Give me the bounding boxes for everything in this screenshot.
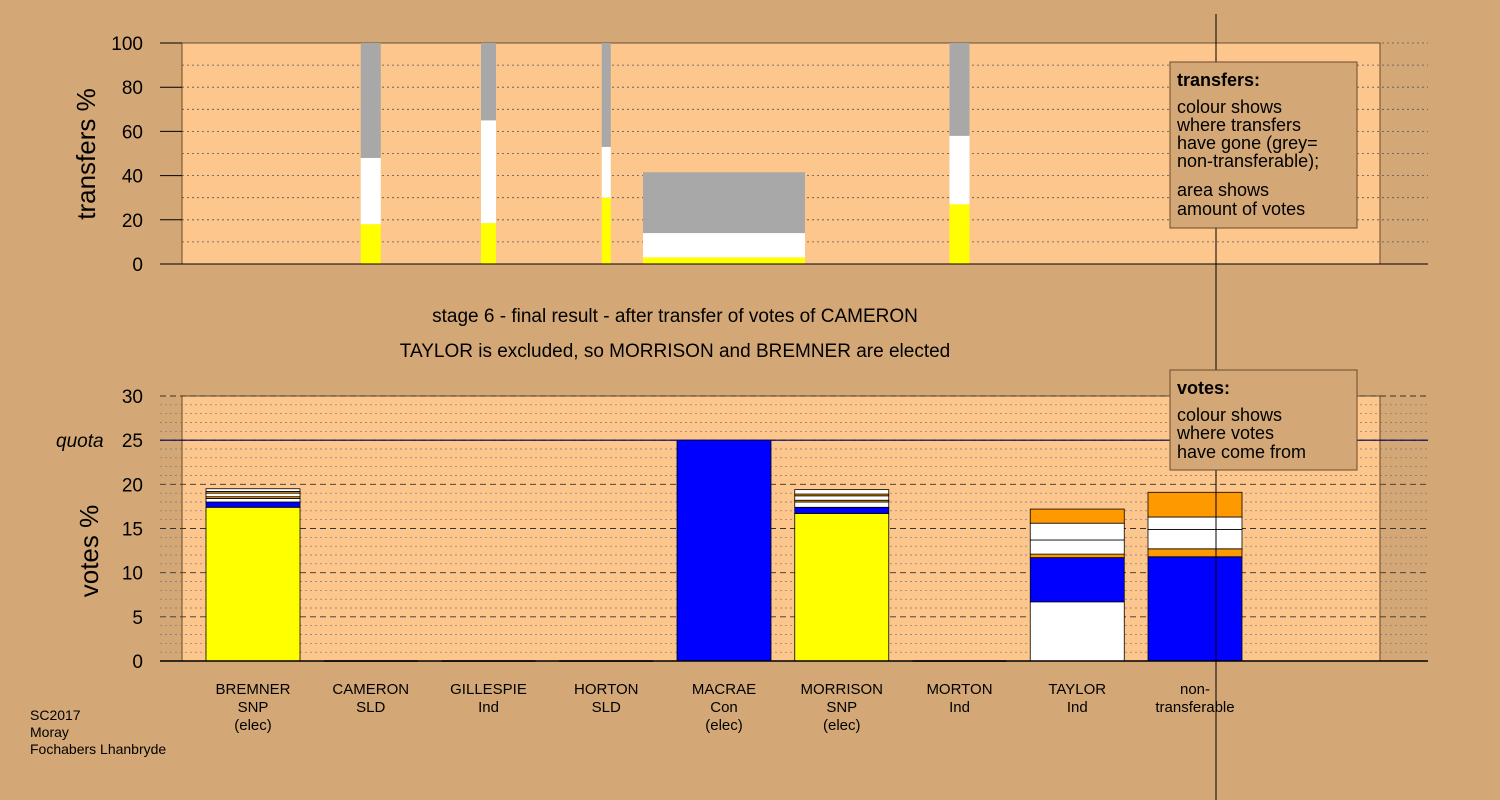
vote-segment-white (205, 492, 301, 498)
transfer-segment-white (949, 135, 970, 205)
votes-axis-title: votes % (74, 505, 104, 598)
transfer-segment-white (481, 120, 496, 224)
vote-segment-blue (1029, 557, 1125, 603)
candidate-label: SNP (238, 699, 269, 716)
transfer-segment-white (601, 146, 611, 198)
candidate-label: Ind (1067, 699, 1088, 716)
vote-segment-yellow (794, 513, 890, 662)
transfers-legend-line: area shows (1177, 180, 1269, 200)
y-tick-label: 0 (132, 255, 143, 276)
candidate-label: SLD (592, 699, 621, 716)
candidate-label: Ind (478, 699, 499, 716)
y-tick-label: 0 (132, 652, 143, 673)
vote-segment-white (1147, 528, 1243, 550)
vote-segment-blue (205, 501, 301, 508)
votes-legend-line: have come from (1177, 442, 1306, 462)
votes-legend-title: votes: (1177, 378, 1230, 398)
footer-election: SC2017 (30, 707, 81, 723)
vote-segment-blue (676, 439, 772, 662)
vote-segment-white (1029, 539, 1125, 555)
candidate-label: HORTON (574, 681, 638, 698)
transfer-segment-yellow (481, 223, 496, 264)
candidate-label: GILLESPIE (450, 681, 527, 698)
votes-legend: votes: colour shows where votes have com… (1169, 369, 1358, 471)
transfer-segment-yellow (601, 197, 611, 264)
footer-council: Moray (30, 724, 69, 740)
vote-segment-orange (1029, 553, 1125, 559)
vote-segment-white (205, 498, 301, 503)
candidate-label: CAMERON (332, 681, 409, 698)
result-heading: TAYLOR is excluded, so MORRISON and BREM… (400, 341, 951, 362)
y-tick-label: 5 (132, 608, 143, 629)
vote-segment-blue (1147, 556, 1243, 662)
y-tick-label: 20 (122, 211, 143, 232)
y-tick-label: 40 (122, 167, 143, 188)
candidate-label: Con (710, 699, 738, 716)
y-tick-label: 60 (122, 122, 143, 143)
y-tick-label: 20 (122, 475, 143, 496)
transfers-legend-line: where transfers (1176, 115, 1301, 135)
candidate-label: MORTON (926, 681, 992, 698)
y-tick-label: 10 (122, 564, 143, 585)
candidate-label: (elec) (705, 717, 743, 734)
y-tick-label: 100 (111, 34, 143, 55)
vote-segment-blue (794, 506, 890, 514)
stage-heading: stage 6 - final result - after transfer … (432, 306, 918, 327)
candidate-label: TAYLOR (1048, 681, 1106, 698)
transfers-axis-title: transfers % (71, 88, 101, 220)
y-tick-label: 30 (122, 387, 143, 408)
candidate-label: SNP (826, 699, 857, 716)
candidate-label: MACRAE (692, 681, 756, 698)
candidate-label: transferable (1155, 699, 1234, 716)
transfer-segment-yellow (643, 257, 805, 264)
transfers-legend: transfers: colour shows where transfers … (1169, 61, 1358, 229)
candidate-label: SLD (356, 699, 385, 716)
vote-segment-white (1147, 516, 1243, 530)
transfers-bars (360, 43, 970, 264)
transfers-legend-line: amount of votes (1177, 199, 1305, 219)
footer-ward: Fochabers Lhanbryde (30, 741, 166, 757)
votes-legend-line: colour shows (1177, 405, 1282, 425)
transfer-segment-grey (643, 172, 805, 234)
candidate-label: (elec) (234, 717, 272, 734)
vote-segment-white (794, 495, 890, 501)
transfer-segment-grey (601, 43, 611, 147)
vote-segment-white (1029, 601, 1125, 662)
transfer-segment-yellow (949, 204, 970, 264)
transfers-legend-line: non-transferable); (1177, 151, 1319, 171)
transfer-segment-yellow (360, 224, 381, 264)
candidate-labels: BREMNERSNP(elec)CAMERONSLDGILLESPIEIndHO… (215, 681, 1234, 734)
transfers-legend-line: have gone (grey= (1177, 133, 1318, 153)
candidate-label: Ind (949, 699, 970, 716)
y-tick-label: 25 (122, 431, 143, 452)
vote-segment-white (794, 489, 890, 495)
transfers-legend-line: colour shows (1177, 97, 1282, 117)
candidate-label: non- (1180, 681, 1210, 698)
vote-segment-white (794, 501, 890, 508)
vote-segment-orange (1029, 508, 1125, 524)
candidate-label: (elec) (823, 717, 861, 734)
candidate-label: MORRISON (801, 681, 884, 698)
transfer-segment-white (643, 233, 805, 258)
vote-segment-white (1029, 522, 1125, 541)
y-tick-label: 15 (122, 520, 143, 541)
votes-legend-line: where votes (1176, 423, 1274, 443)
candidate-label: BREMNER (215, 681, 290, 698)
votes-y-ticks: 0 5 10 15 20 25 30 (122, 387, 143, 673)
transfers-y-ticks: 0 20 40 60 80 100 (111, 34, 182, 276)
transfer-segment-grey (949, 43, 970, 136)
vote-segment-white (205, 488, 301, 492)
transfers-legend-title: transfers: (1177, 70, 1260, 90)
vote-segment-orange (1147, 491, 1243, 518)
vote-segment-yellow (205, 506, 301, 662)
y-tick-label: 80 (122, 78, 143, 99)
transfer-segment-white (360, 157, 381, 225)
transfer-segment-grey (481, 43, 496, 121)
vote-segment-orange (1147, 548, 1243, 558)
quota-label: quota (56, 431, 104, 452)
transfer-segment-grey (360, 43, 381, 158)
